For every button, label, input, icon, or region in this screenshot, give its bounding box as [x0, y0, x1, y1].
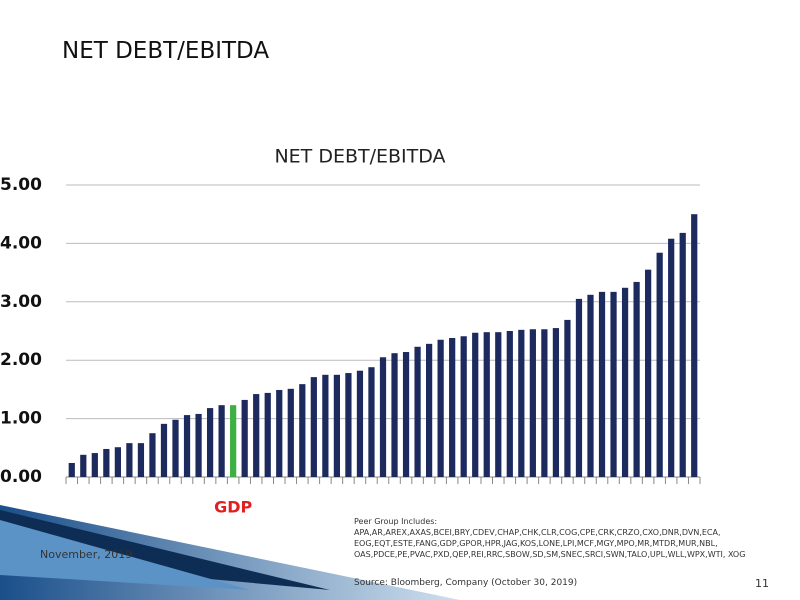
bar [621, 287, 629, 477]
date: November, 2019 [40, 548, 133, 561]
y-tick-label: 0.00 [0, 467, 42, 487]
bar [679, 232, 686, 477]
bar [114, 447, 121, 477]
bar [183, 415, 191, 477]
source: Source: Bloomberg, Company (October 30, … [354, 578, 578, 588]
bar [575, 298, 583, 477]
bar [276, 389, 283, 477]
bar [322, 374, 329, 477]
bar [691, 214, 698, 477]
bar [587, 294, 594, 477]
bar [564, 319, 571, 477]
bar [610, 291, 617, 477]
bar [541, 329, 548, 477]
bar [472, 332, 479, 477]
bar [656, 252, 663, 477]
bar [483, 332, 490, 477]
peer-group: Peer Group Includes: APA,AR,AREX,AXAS,BCE… [354, 516, 754, 560]
bar [449, 338, 456, 477]
bar [391, 353, 398, 477]
bar [137, 443, 145, 477]
bar [518, 329, 525, 477]
slide-title: NET DEBT/EBITDA [62, 38, 270, 64]
bar [633, 281, 640, 477]
bar [368, 367, 375, 477]
bar [241, 399, 248, 477]
bar [160, 423, 168, 477]
swoosh-dark [0, 510, 330, 590]
bar [91, 453, 98, 477]
bar [218, 405, 225, 477]
bar [287, 388, 294, 477]
bar [253, 394, 260, 477]
y-tick-label: 1.00 [0, 409, 42, 429]
bar [126, 443, 133, 477]
bar [379, 357, 387, 477]
bar [264, 392, 271, 477]
bar [230, 405, 237, 477]
bar [149, 433, 156, 477]
x-tick-label: GDP [214, 498, 252, 517]
bar [68, 462, 75, 477]
bar [414, 346, 421, 477]
bar [402, 352, 410, 477]
peer-title: Peer Group Includes: [354, 517, 438, 526]
bar [206, 408, 214, 477]
bar [80, 454, 87, 477]
bar [356, 370, 364, 477]
y-tick-label: 4.00 [0, 233, 42, 253]
bar [552, 328, 560, 477]
bar [668, 238, 675, 477]
bar [195, 413, 202, 477]
bar [425, 343, 433, 477]
bar [645, 269, 652, 477]
y-tick-label: 5.00 [0, 175, 42, 195]
swoosh-light [0, 520, 250, 590]
bar [437, 339, 444, 477]
bar [495, 332, 502, 477]
bar [460, 336, 467, 477]
bar [310, 377, 317, 477]
bar [345, 373, 352, 477]
bar [299, 384, 306, 477]
y-tick-label: 3.00 [0, 292, 42, 312]
bar [333, 374, 341, 477]
bar [506, 331, 513, 477]
bar [172, 419, 179, 477]
chart-title: NET DEBT/EBITDA [274, 146, 445, 168]
peer-list: APA,AR,AREX,AXAS,BCEI,BRY,CDEV,CHAP,CHK,… [354, 528, 746, 559]
bar [103, 448, 110, 477]
page-number: 11 [755, 577, 769, 590]
y-tick-label: 2.00 [0, 350, 42, 370]
bar [529, 329, 536, 477]
bar [598, 291, 606, 477]
